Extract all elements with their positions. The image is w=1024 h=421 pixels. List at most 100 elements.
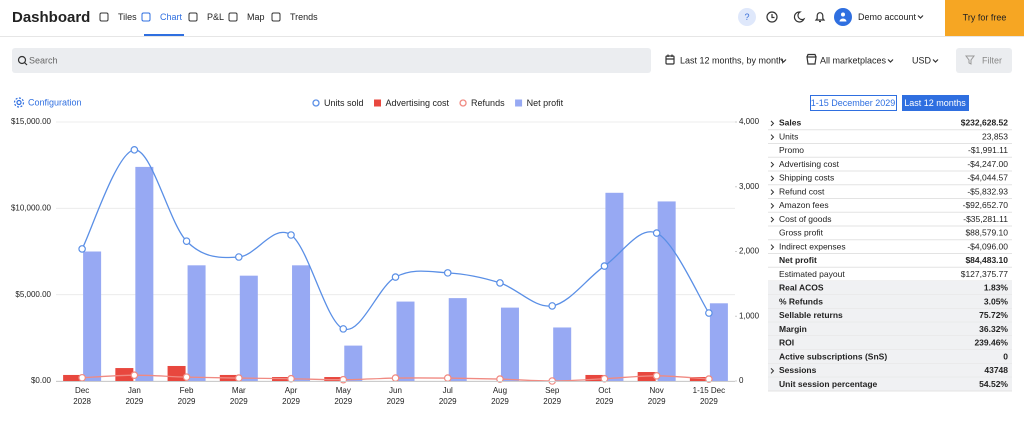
row-label[interactable]: Sessions xyxy=(779,365,817,375)
legend-marker[interactable] xyxy=(374,99,382,107)
row-label[interactable]: Cost of goods xyxy=(779,214,831,224)
nav-icon[interactable] xyxy=(188,12,198,22)
avatar[interactable] xyxy=(834,8,852,26)
legend-marker[interactable] xyxy=(515,99,523,107)
nav-icon[interactable] xyxy=(228,12,238,22)
nav-item[interactable]: P&L xyxy=(207,12,224,22)
period-caret[interactable] xyxy=(780,59,787,63)
config-link[interactable]: Configuration xyxy=(28,97,82,107)
row-label[interactable]: Units xyxy=(779,131,798,141)
bar xyxy=(709,303,728,381)
legend-label[interactable]: Net profit xyxy=(527,98,564,108)
expand-caret[interactable] xyxy=(770,120,775,127)
point xyxy=(182,237,191,245)
x-tick-label: Jan xyxy=(128,386,141,395)
x-tick-year: 2029 xyxy=(230,397,248,406)
x-tick-label: 1-15 Dec xyxy=(693,386,725,395)
expand-caret[interactable] xyxy=(770,161,775,168)
row-label[interactable]: Shipping costs xyxy=(779,173,834,183)
point xyxy=(235,253,243,261)
expand-caret[interactable] xyxy=(770,175,775,182)
cta-button[interactable] xyxy=(945,0,1024,36)
nav-icon[interactable] xyxy=(141,12,151,22)
range-button[interactable] xyxy=(810,95,897,111)
marketplace-caret[interactable] xyxy=(887,59,894,63)
bar xyxy=(448,298,467,381)
history-icon[interactable] xyxy=(766,11,778,23)
help-button[interactable] xyxy=(738,8,756,26)
notifications-icon[interactable] xyxy=(814,12,826,23)
config-icon[interactable] xyxy=(13,97,25,108)
nav-item[interactable]: Chart xyxy=(160,12,183,22)
legend-marker[interactable] xyxy=(459,99,467,107)
y2-tick-label: 0 xyxy=(739,376,744,385)
row-label[interactable]: Advertising cost xyxy=(779,159,840,169)
x-tick-label: Jun xyxy=(389,386,402,395)
theme-icon[interactable] xyxy=(793,11,806,23)
row-value: -$4,247.00 xyxy=(967,159,1008,169)
bar xyxy=(83,251,102,381)
search-placeholder[interactable]: Search xyxy=(29,55,58,65)
row-label: Net profit xyxy=(779,255,817,265)
point xyxy=(548,302,556,310)
point xyxy=(705,309,713,317)
expand-caret[interactable] xyxy=(770,368,775,374)
range-label[interactable]: 1-15 December 2029 xyxy=(811,98,896,108)
bar xyxy=(239,275,258,381)
x-tick-label: Apr xyxy=(285,386,298,395)
bar xyxy=(553,327,572,381)
legend-label[interactable]: Units sold xyxy=(324,98,364,108)
currency-caret[interactable] xyxy=(932,59,939,63)
bar xyxy=(63,374,82,381)
nav-icon[interactable] xyxy=(99,12,109,22)
expand-caret[interactable] xyxy=(770,189,775,195)
point xyxy=(705,375,713,383)
account-caret[interactable] xyxy=(917,15,924,19)
period-select[interactable]: Last 12 months, by month xyxy=(680,55,784,65)
bar xyxy=(167,365,186,381)
point xyxy=(130,371,139,379)
point xyxy=(391,374,400,382)
legend-label[interactable]: Advertising cost xyxy=(386,98,450,108)
row-value: 75.72% xyxy=(979,310,1008,320)
row-value: $88,579.10 xyxy=(965,228,1008,238)
x-tick-label: Dec xyxy=(75,386,89,395)
range-button[interactable] xyxy=(902,95,969,111)
currency-select[interactable]: USD xyxy=(912,55,932,65)
filter-label[interactable]: Filter xyxy=(982,55,1002,65)
bar xyxy=(344,345,363,381)
point xyxy=(78,373,86,382)
x-tick-year: 2029 xyxy=(543,397,561,406)
marketplace-select[interactable]: All marketplaces xyxy=(820,55,887,65)
row-label[interactable]: Sales xyxy=(779,118,801,128)
expand-caret[interactable] xyxy=(770,134,775,140)
expand-caret[interactable] xyxy=(770,203,775,209)
legend-label[interactable]: Refunds xyxy=(471,98,505,108)
nav-icon[interactable] xyxy=(271,12,281,22)
nav-item[interactable]: Trends xyxy=(290,12,318,22)
bar xyxy=(585,374,604,381)
search-box[interactable] xyxy=(12,48,651,73)
legend-marker[interactable] xyxy=(312,99,320,107)
row-bg xyxy=(768,294,1012,309)
x-tick-label: Aug xyxy=(493,386,507,395)
row-label[interactable]: Indirect expenses xyxy=(779,241,846,251)
expand-caret[interactable] xyxy=(770,216,775,223)
row-bg xyxy=(768,349,1012,364)
row-value: 1.83% xyxy=(984,283,1009,293)
nav-item[interactable]: Tiles xyxy=(118,12,137,22)
account-name[interactable]: Demo account xyxy=(858,12,917,22)
y2-tick-label: 2,000 xyxy=(739,247,760,256)
avatar-glyph xyxy=(839,12,847,22)
nav-item[interactable]: Map xyxy=(247,12,265,22)
cta-label[interactable]: Try for free xyxy=(963,12,1007,22)
row-label[interactable]: Amazon fees xyxy=(779,200,829,210)
filter-button[interactable] xyxy=(956,48,1012,73)
point xyxy=(652,229,661,237)
help-label[interactable]: ? xyxy=(744,12,749,22)
range-label[interactable]: Last 12 months xyxy=(904,98,966,108)
expand-caret[interactable] xyxy=(770,244,775,250)
row-label[interactable]: Refund cost xyxy=(779,186,825,196)
